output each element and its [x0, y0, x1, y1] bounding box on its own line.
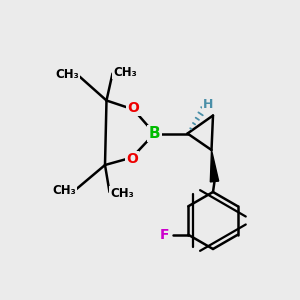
Text: CH₃: CH₃ [113, 65, 137, 79]
Polygon shape [210, 150, 219, 182]
Text: H: H [203, 98, 214, 111]
Text: CH₃: CH₃ [110, 187, 134, 200]
Text: O: O [126, 152, 138, 166]
Text: O: O [128, 101, 140, 115]
Text: F: F [160, 228, 170, 242]
Text: CH₃: CH₃ [52, 184, 76, 197]
Text: CH₃: CH₃ [55, 68, 79, 82]
Text: B: B [149, 126, 160, 141]
